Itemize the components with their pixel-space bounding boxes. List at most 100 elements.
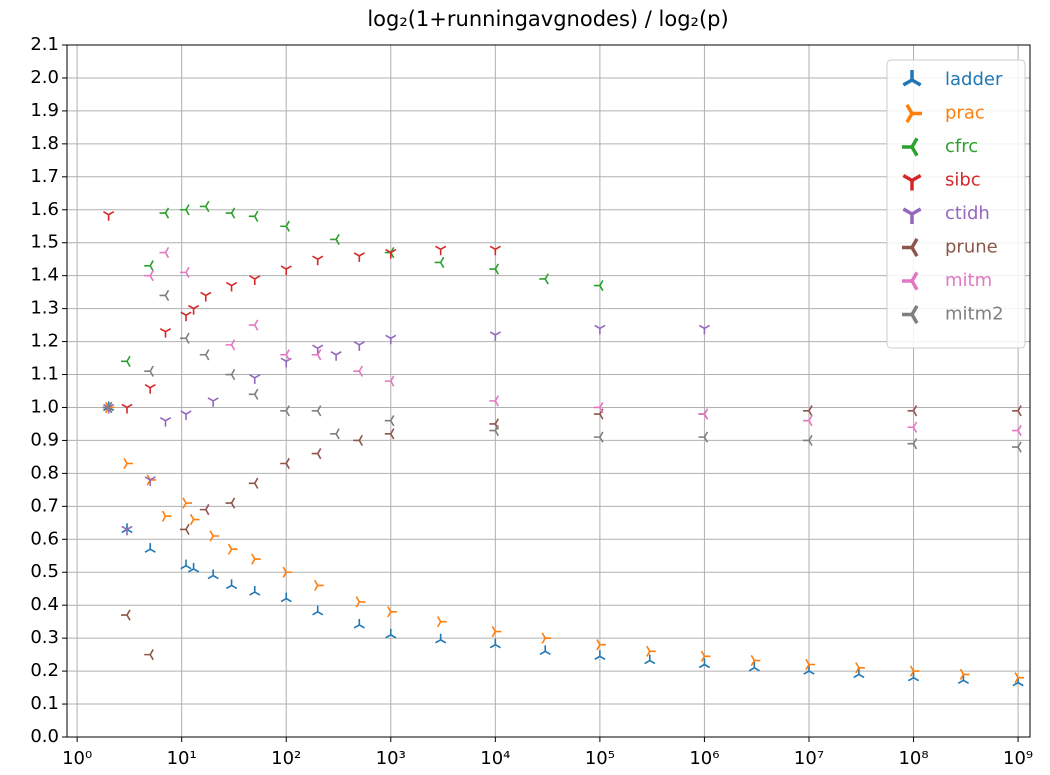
x-tick-label: 10⁸	[898, 748, 928, 769]
x-tick-label: 10¹	[167, 748, 197, 769]
legend-marker	[902, 173, 922, 191]
marker	[434, 256, 445, 269]
legend-marker	[905, 103, 922, 124]
marker	[248, 319, 259, 331]
y-tick-label: 2.0	[30, 67, 59, 88]
marker	[593, 431, 604, 443]
y-tick-label: 1.1	[30, 364, 59, 385]
marker	[121, 355, 131, 367]
marker	[280, 265, 292, 276]
marker	[161, 510, 172, 522]
marker	[207, 569, 219, 580]
y-tick-label: 0.3	[30, 627, 59, 648]
marker	[385, 628, 397, 639]
marker	[187, 304, 200, 315]
marker	[225, 339, 236, 351]
marker	[180, 332, 190, 344]
marker	[144, 476, 156, 486]
marker	[698, 324, 711, 335]
y-tick-label: 0.0	[30, 726, 59, 747]
marker	[251, 553, 261, 565]
marker	[387, 606, 397, 618]
marker	[353, 341, 365, 351]
marker	[489, 395, 500, 407]
marker	[698, 431, 709, 443]
marker	[200, 291, 212, 302]
marker	[249, 275, 261, 285]
marker	[1012, 441, 1022, 453]
y-tick-label: 1.3	[30, 298, 59, 319]
legend-marker	[902, 70, 922, 87]
marker	[353, 434, 364, 447]
marker	[180, 559, 192, 570]
marker	[805, 658, 815, 671]
marker	[225, 579, 238, 590]
y-tick-label: 0.7	[30, 495, 59, 516]
marker	[311, 405, 322, 417]
marker	[435, 633, 447, 644]
marker	[182, 497, 193, 509]
y-tick-label: 0.4	[30, 594, 59, 615]
marker	[1014, 672, 1025, 684]
legend-label: sibc	[945, 170, 981, 191]
marker	[121, 523, 133, 534]
y-tick-label: 0.1	[30, 693, 59, 714]
marker	[698, 658, 711, 669]
marker	[248, 477, 259, 489]
marker	[1012, 405, 1022, 417]
y-tick-label: 1.6	[30, 199, 59, 220]
x-tick-label: 10²	[271, 748, 301, 769]
marker	[355, 596, 366, 608]
marker	[248, 210, 259, 222]
legend-label: prune	[945, 237, 998, 258]
marker	[385, 334, 397, 345]
legend-marker	[902, 271, 919, 291]
y-tick-label: 0.5	[30, 561, 59, 582]
marker	[187, 562, 200, 573]
plot-frame	[66, 44, 1031, 738]
marker	[594, 650, 606, 660]
x-tick-label: 10⁴	[480, 748, 510, 769]
x-tick-label: 10³	[376, 748, 406, 769]
marker	[248, 388, 259, 400]
marker	[855, 662, 865, 674]
marker	[280, 592, 292, 603]
y-tick-label: 1.9	[30, 100, 59, 121]
legend-box	[886, 59, 1026, 349]
marker	[959, 668, 970, 680]
marker	[435, 245, 447, 256]
marker	[103, 211, 115, 221]
marker	[330, 428, 340, 440]
marker	[853, 668, 865, 679]
marker	[384, 375, 395, 387]
y-tick-label: 0.9	[30, 429, 59, 450]
marker	[180, 410, 192, 421]
marker	[489, 424, 500, 437]
y-tick-label: 0.6	[30, 528, 59, 549]
marker	[541, 632, 552, 644]
marker	[189, 513, 200, 526]
marker	[199, 200, 210, 213]
marker	[144, 543, 156, 553]
marker	[1012, 424, 1022, 437]
marker	[539, 273, 549, 285]
marker	[144, 649, 154, 661]
marker	[907, 438, 918, 450]
x-tick-label: 10⁷	[794, 748, 824, 769]
marker	[225, 497, 236, 509]
x-tick-label: 10⁹	[1003, 748, 1033, 769]
marker	[225, 207, 236, 219]
marker	[280, 405, 290, 417]
marker	[802, 434, 813, 447]
marker	[385, 248, 397, 259]
x-tick-label: 10⁰	[62, 748, 92, 769]
y-tick-label: 1.0	[30, 396, 59, 417]
marker	[280, 220, 290, 232]
y-tick-label: 0.2	[30, 660, 59, 681]
marker	[207, 397, 219, 407]
legend-label: mitm2	[945, 304, 1004, 325]
marker	[159, 327, 172, 338]
legend-label: mitm	[945, 270, 992, 291]
marker	[311, 448, 322, 460]
